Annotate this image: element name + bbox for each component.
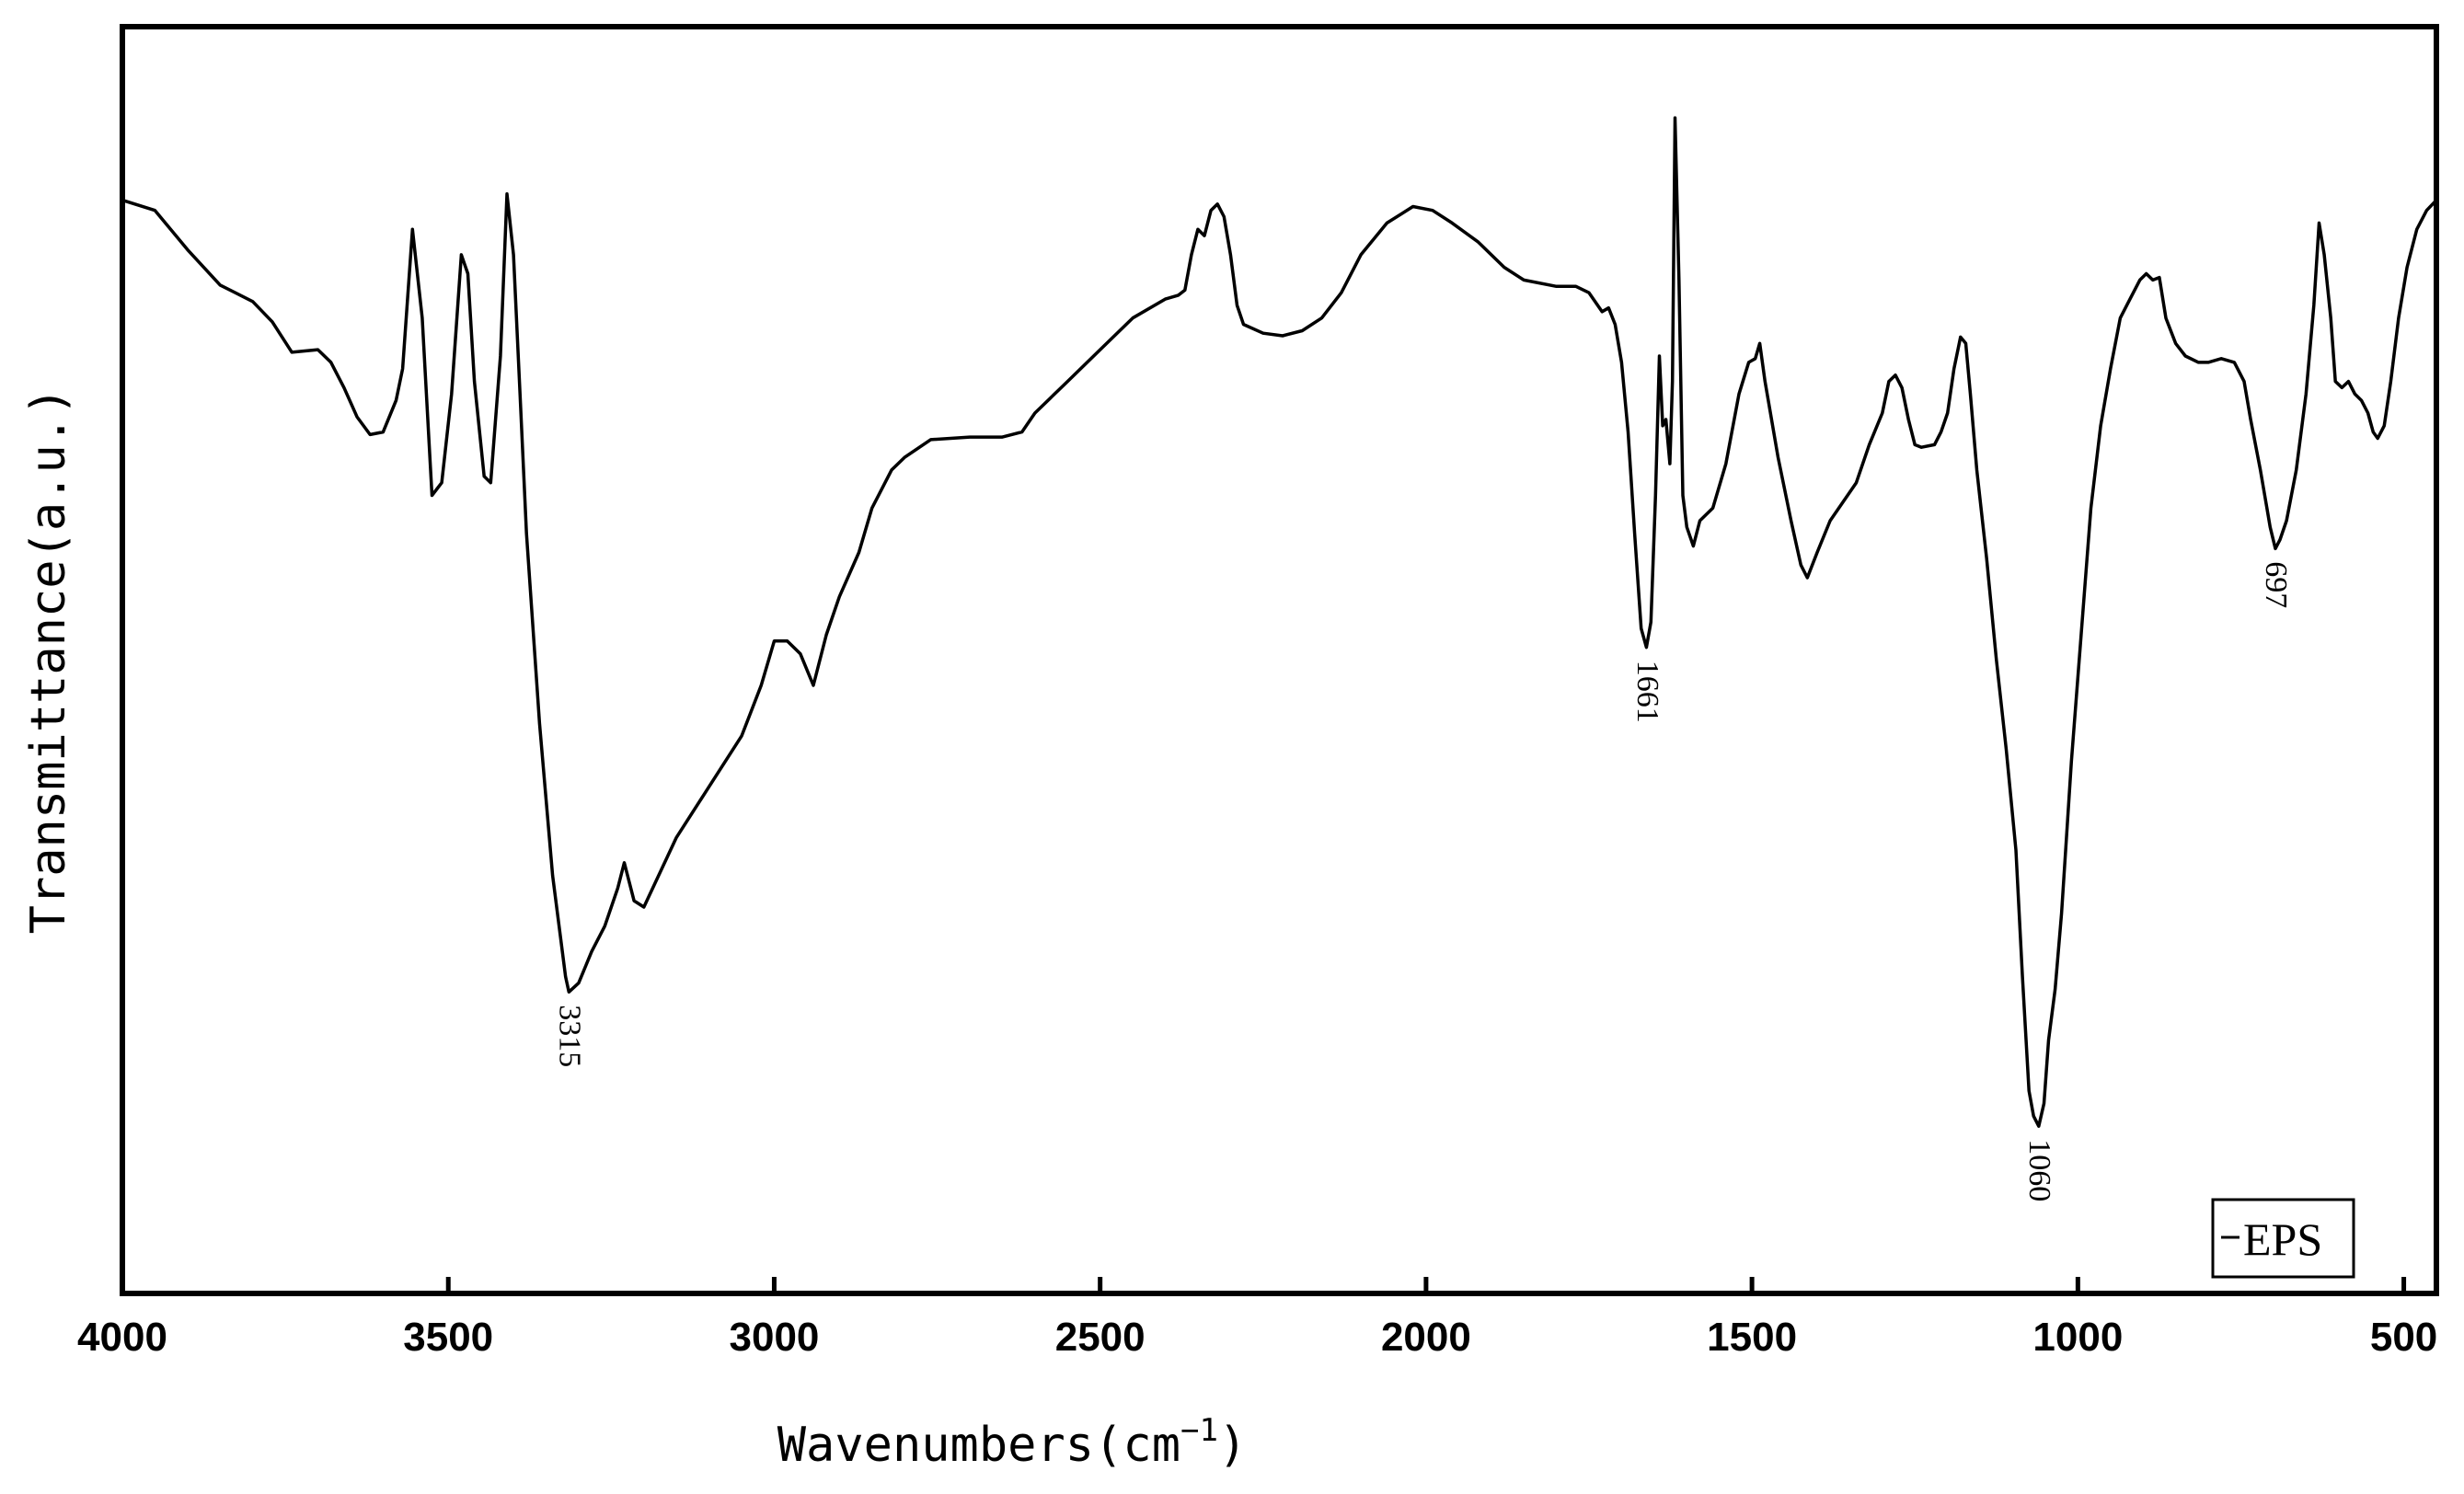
- legend-label: EPS: [2243, 1213, 2322, 1265]
- x-axis-title: Wavenumbers(cm−1): [777, 1412, 1248, 1473]
- x-tick-label: 2000: [1381, 1315, 1471, 1360]
- x-tick-label: 3500: [403, 1315, 493, 1360]
- peak-label: 3315: [552, 1005, 586, 1067]
- x-ticks: [120, 1277, 2407, 1293]
- y-axis-title: Transmittance(a.u.): [21, 387, 76, 935]
- x-tick-label: 1000: [2032, 1315, 2123, 1360]
- legend: EPS: [2211, 1198, 2355, 1279]
- peak-label: 1060: [2022, 1139, 2056, 1201]
- series-line-eps: [121, 116, 2438, 1128]
- x-tick-label: 500: [2370, 1315, 2437, 1360]
- peak-annotations: 3315 1661 1060 697: [552, 561, 2293, 1201]
- peak-label: 697: [2259, 561, 2293, 608]
- x-tick-label: 3000: [730, 1315, 820, 1360]
- x-tick-label: 2500: [1055, 1315, 1146, 1360]
- x-tick-labels: 4000 3500 3000 2500 2000 1500 1000 500: [77, 1315, 2437, 1360]
- x-tick-label: 1500: [1707, 1315, 1797, 1360]
- x-tick-label: 4000: [77, 1315, 167, 1360]
- plot-frame: [120, 24, 2439, 1296]
- peak-label: 1661: [1630, 661, 1664, 723]
